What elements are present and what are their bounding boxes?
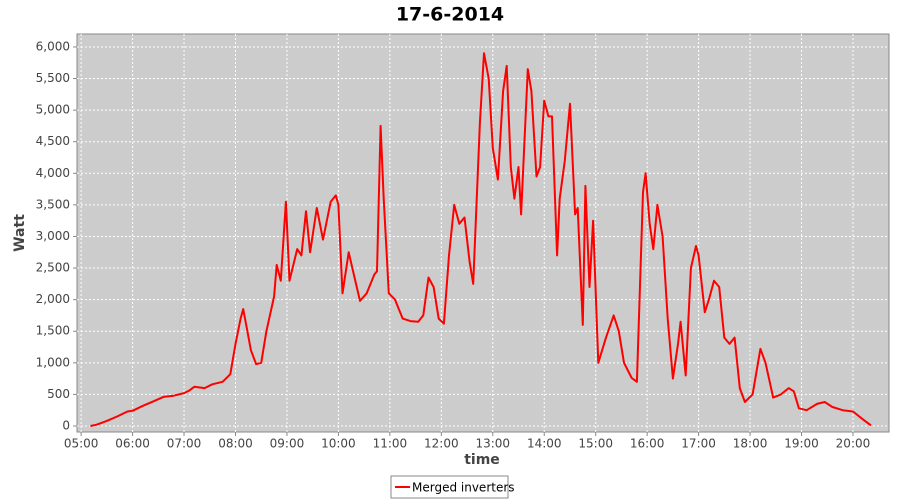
x-axis-label: time [464,452,500,468]
grid [77,34,889,432]
x-tick-label: 05:00 [64,437,99,451]
y-tick-label: 2,500 [36,261,70,275]
y-tick-label: 1,500 [36,324,70,338]
x-tick-label: 10:00 [321,437,356,451]
x-tick-label: 14:00 [527,437,562,451]
y-tick-label: 2,000 [36,292,70,306]
y-tick-label: 3,000 [36,229,70,243]
x-tick-label: 18:00 [733,437,768,451]
x-tick-label: 07:00 [167,437,202,451]
chart-title: 17-6-2014 [396,4,504,26]
x-tick-label: 19:00 [784,437,819,451]
legend [390,475,509,499]
y-tick-label: 500 [47,387,70,401]
line [90,52,872,427]
y-tick-label: 0 [62,418,70,432]
x-tick-label: 16:00 [630,437,665,451]
x-tick-label: 15:00 [578,437,613,451]
x-tick-label: 20:00 [836,437,871,451]
x-tick-label: 11:00 [373,437,408,451]
x-tick-label: 12:00 [424,437,459,451]
y-axis-label: Watt [12,214,28,252]
y-tick-label: 3,500 [36,197,70,211]
y-tick-label: 1,000 [36,355,70,369]
x-tick-label: 08:00 [218,437,253,451]
y-tick-label: 4,000 [36,166,70,180]
x-tick-label: 06:00 [115,437,150,451]
legend-label: Merged inverters [412,481,515,495]
x-tick-label: 09:00 [270,437,305,451]
series [90,52,872,427]
plot-area [76,33,890,433]
x-tick-label: 13:00 [475,437,510,451]
y-tick-label: 5,500 [36,71,70,85]
y-tick-label: 5,000 [36,103,70,117]
y-tick-label: 6,000 [36,39,70,53]
y-tick-label: 4,500 [36,134,70,148]
x-tick-label: 17:00 [681,437,716,451]
